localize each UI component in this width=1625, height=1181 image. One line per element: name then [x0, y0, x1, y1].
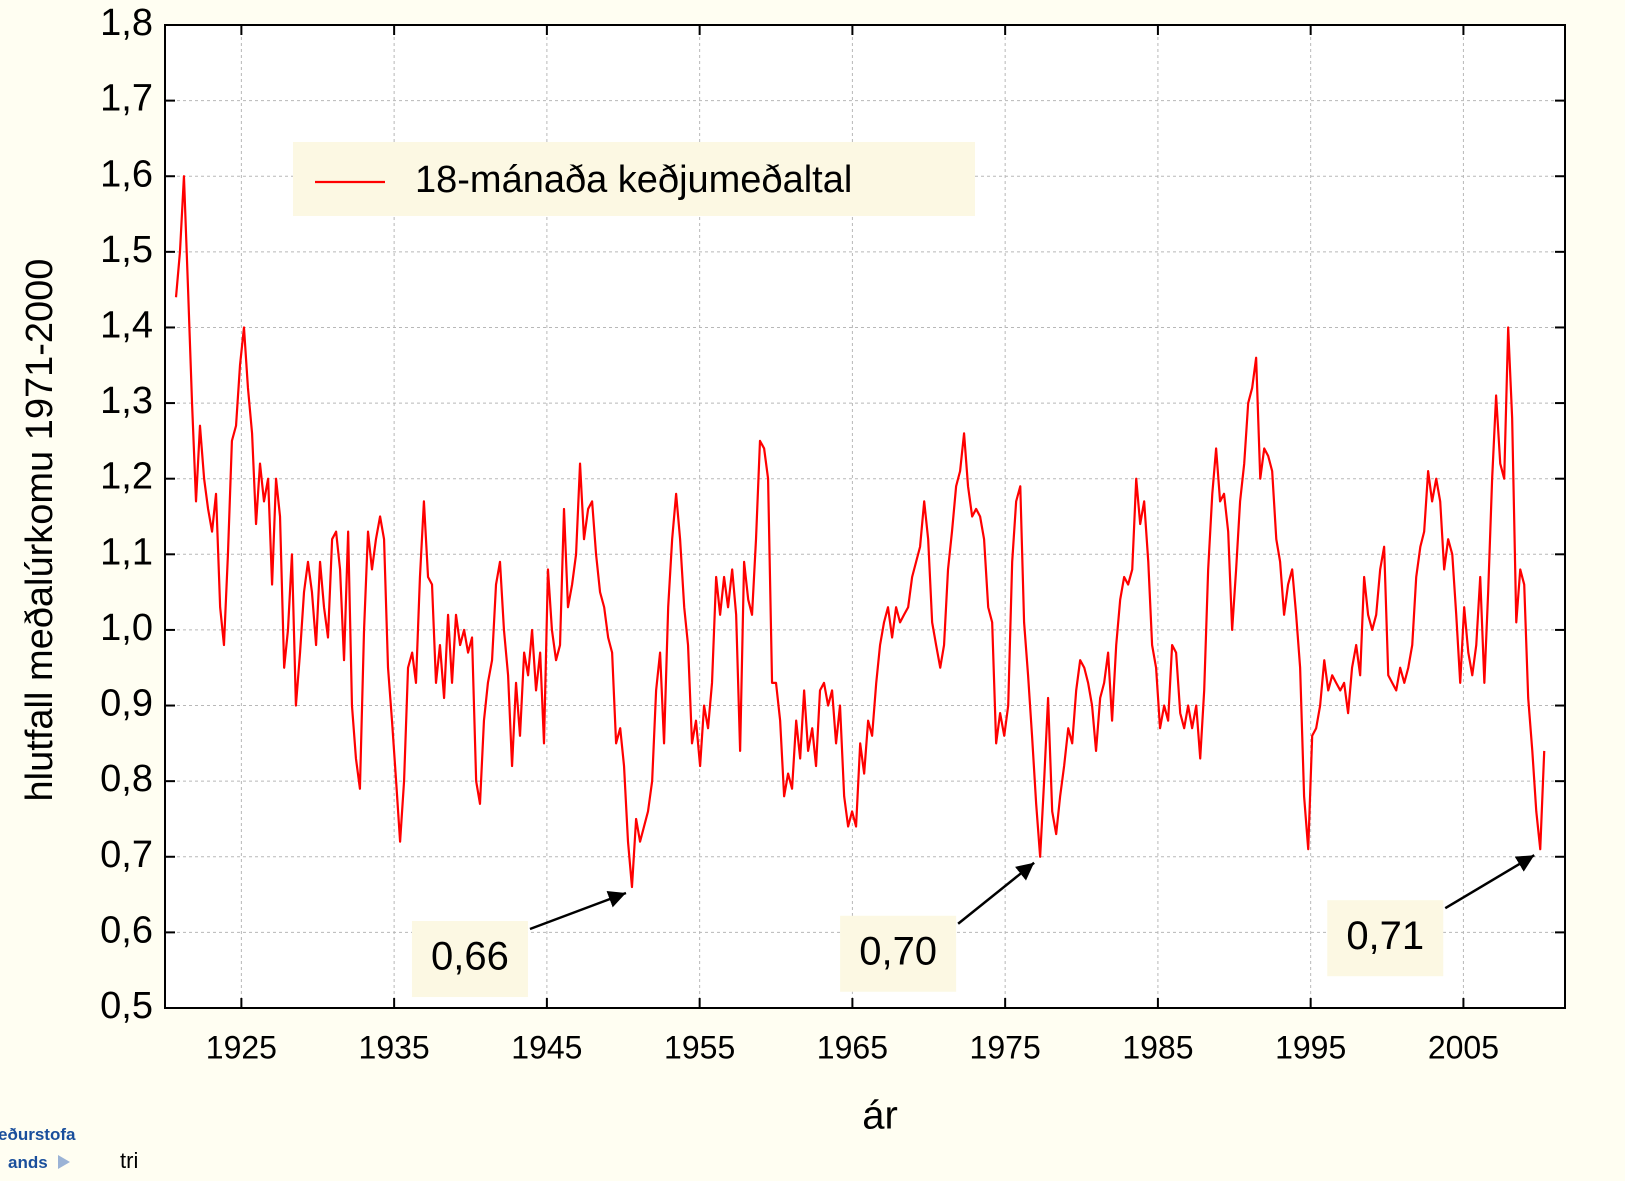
y-tick-label: 0,6 [100, 909, 153, 951]
y-tick-label: 0,5 [100, 985, 153, 1027]
annotation-box [411, 921, 528, 998]
x-tick-label: 1985 [1122, 1029, 1193, 1065]
annotation-label: 0,71 [1346, 914, 1424, 958]
legend-label: 18-mánaða keðjumeðaltal [415, 159, 852, 201]
logo-text: eðurstofa [0, 1125, 76, 1144]
logo-text: ands [8, 1153, 48, 1172]
x-tick-label: 1945 [511, 1029, 582, 1065]
plot-frame [164, 24, 1566, 1009]
annotation-box [840, 915, 957, 992]
x-tick-label: 1965 [817, 1029, 888, 1065]
annotation-box [1327, 900, 1444, 977]
footer-text: tri [120, 1148, 138, 1173]
y-tick-label: 0,9 [100, 683, 153, 725]
y-tick-label: 1,8 [100, 2, 153, 44]
logo: eðurstofa ands [0, 1125, 76, 1172]
annotation-arrow [1444, 854, 1535, 910]
y-tick-label: 1,6 [100, 153, 153, 195]
data-line [174, 175, 1546, 889]
x-tick-label: 2005 [1428, 1029, 1499, 1065]
y-tick-label: 1,2 [100, 456, 153, 498]
y-tick-label: 1,5 [100, 229, 153, 271]
y-tick-label: 1,4 [100, 304, 153, 346]
annotation-arrow [957, 861, 1035, 925]
marks [174, 175, 1546, 889]
legend: 18-mánaða keðjumeðaltal [293, 142, 975, 216]
annotation-arrow [529, 890, 627, 931]
y-tick-label: 0,8 [100, 758, 153, 800]
y-tick-label: 1,3 [100, 380, 153, 422]
x-tick-label: 1975 [970, 1029, 1041, 1065]
logo-icon [58, 1155, 70, 1169]
legend-box [293, 142, 975, 216]
annotation-label: 0,66 [431, 935, 509, 979]
x-tick-label: 1925 [206, 1029, 277, 1065]
x-axis-title: ár [862, 1094, 898, 1138]
y-tick-label: 1,7 [100, 78, 153, 120]
y-tick-label: 1,1 [100, 531, 153, 573]
y-axis-title: hlutfall meðalúrkomu 1971-2000 [19, 259, 61, 802]
y-tick-label: 0,7 [100, 834, 153, 876]
annotation-label: 0,70 [859, 929, 937, 973]
x-tick-label: 1995 [1275, 1029, 1346, 1065]
x-tick-label: 1935 [359, 1029, 430, 1065]
y-tick-label: 1,0 [100, 607, 153, 649]
x-tick-label: 1955 [664, 1029, 735, 1065]
